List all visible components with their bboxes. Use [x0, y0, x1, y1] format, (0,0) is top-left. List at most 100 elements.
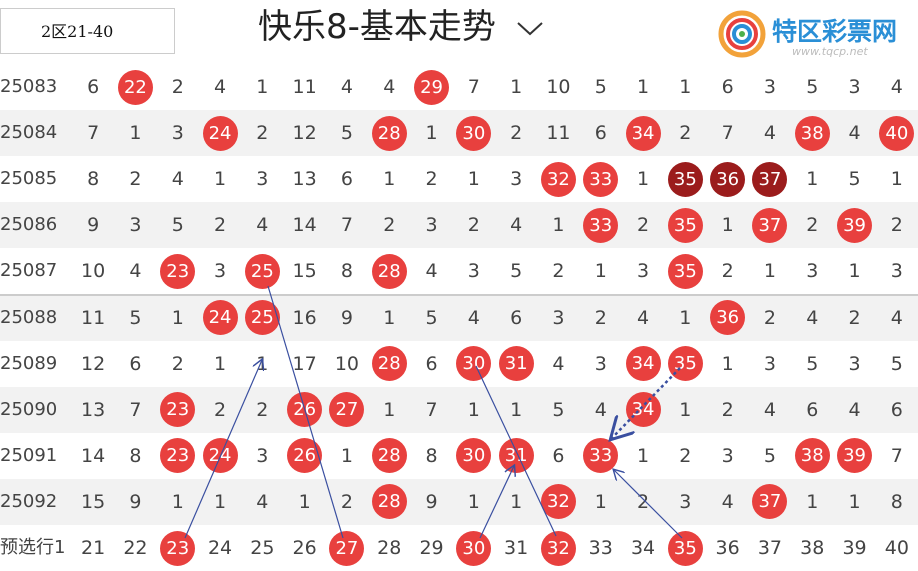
hit-ball: 28: [371, 253, 407, 289]
number-cell: 10: [334, 352, 360, 375]
number-cell: 3: [890, 260, 903, 283]
dropdown-icon: [517, 22, 543, 36]
number-cell: 31: [495, 341, 537, 387]
hit-ball: 24: [202, 300, 238, 335]
number-cell: 38: [791, 433, 833, 479]
number-cell: 1: [213, 352, 227, 375]
hit-ball: 28: [371, 484, 407, 520]
number-cell: 30: [453, 525, 495, 571]
hit-ball: 35: [667, 253, 703, 289]
table-row: 25084 7 1 3 24 2 12 5 28 1 30 2 11 6 34 2 7 4 38 4 40: [0, 110, 918, 157]
number-cell: 36: [707, 295, 749, 341]
number-cell: 3: [552, 306, 565, 329]
number-cell: 4: [171, 168, 184, 191]
number-cell: 9: [425, 490, 438, 513]
page-title[interactable]: 快乐8-基本走势: [258, 2, 545, 52]
hit-ball: 25: [244, 300, 280, 335]
number-cell: 1: [129, 122, 142, 145]
number-cell: 3: [763, 76, 776, 98]
number-cell: 2: [425, 168, 438, 191]
number-cell: 4: [721, 490, 734, 513]
number-cell: 6: [510, 306, 523, 329]
number-cell: 23: [157, 248, 199, 294]
number-cell: 1: [340, 444, 353, 467]
number-cell: 1: [425, 122, 438, 145]
number-cell: 4: [256, 490, 269, 513]
number-cell: 4: [383, 76, 396, 98]
number-cell: 2: [213, 214, 227, 237]
number-cell: 11: [81, 306, 106, 329]
number-cell: 4: [890, 76, 903, 98]
hit-ball: 35: [667, 346, 703, 382]
number-cell: 4: [594, 398, 607, 421]
logo-icon: [718, 10, 766, 58]
number-cell: 40: [876, 110, 918, 156]
number-cell: 9: [340, 306, 353, 329]
number-cell: 1: [467, 490, 480, 513]
period-cell: 25085: [0, 168, 58, 190]
number-cell: 1: [171, 490, 184, 513]
hit-ball: 24: [202, 438, 238, 474]
number-cell: 30: [453, 341, 495, 387]
number-cell: 2: [679, 444, 692, 467]
number-cell: 1: [256, 76, 269, 98]
hit-ball: 28: [371, 438, 407, 474]
number-cell: 1: [848, 490, 861, 513]
hit-ball: 33: [583, 161, 619, 197]
hit-ball: 38: [794, 115, 830, 151]
hit-ball: 39: [837, 207, 873, 243]
number-cell: 39: [833, 433, 875, 479]
number-cell: 1: [679, 306, 692, 329]
number-cell: 2: [129, 168, 142, 191]
number-cell: 1: [721, 214, 734, 237]
number-cell: 6: [806, 398, 819, 421]
number-cell: 28: [368, 248, 410, 294]
table-row: 25087 10 4 23 3 25 15 8 28 4 3 5 2 1 3 35 2 1 3 1 3: [0, 248, 918, 294]
number-cell: 15: [81, 490, 106, 513]
number-cell: 26: [284, 387, 326, 433]
section-label: 2区21-40: [0, 8, 175, 54]
number-cell: 8: [890, 490, 903, 513]
number-cell: 5: [890, 352, 903, 375]
hit-ball: 28: [371, 115, 407, 151]
number-cell: 36: [707, 156, 749, 202]
number-cell: 7: [425, 398, 438, 421]
hit-ball: 33: [583, 207, 619, 243]
number-cell: 5: [763, 444, 776, 467]
number-cell: 2: [594, 306, 607, 329]
number-cell: 8: [425, 444, 438, 467]
hit-ball: 30: [456, 346, 492, 382]
number-cell: 33: [588, 537, 613, 559]
number-cell: 4: [256, 214, 269, 237]
number-cell: 1: [171, 306, 184, 329]
number-cell: 2: [213, 398, 227, 421]
hit-ball: 34: [625, 115, 661, 151]
hit-ball: 23: [160, 253, 196, 289]
number-cell: 2: [679, 122, 692, 145]
number-cell: 7: [721, 122, 734, 145]
number-cell: 34: [622, 341, 664, 387]
number-cell: 1: [679, 398, 692, 421]
hit-ball: 27: [329, 392, 365, 428]
hit-ball: 23: [160, 530, 196, 566]
number-cell: 38: [791, 110, 833, 156]
number-cell: 35: [664, 202, 706, 248]
number-cell: 26: [284, 433, 326, 479]
number-cell: 3: [848, 76, 861, 98]
number-cell: 39: [842, 537, 867, 559]
number-cell: 1: [594, 260, 607, 283]
number-cell: 3: [763, 352, 776, 375]
number-cell: 6: [552, 444, 565, 467]
hit-ball: 37: [752, 484, 788, 520]
table-row: 25083 6 22 2 4 1 11 4 4 29 7 1 10 5 1 1 6 3 5 3 4: [0, 64, 918, 110]
period-cell: 25089: [0, 352, 58, 374]
number-cell: 1: [594, 490, 607, 513]
number-cell: 1: [467, 398, 480, 421]
number-cell: 10: [546, 76, 571, 98]
number-cell: 6: [87, 76, 100, 98]
number-cell: 17: [292, 352, 317, 375]
number-cell: 2: [256, 122, 269, 145]
number-cell: 1: [848, 260, 861, 283]
number-cell: 4: [806, 306, 819, 329]
number-cell: 31: [495, 433, 537, 479]
